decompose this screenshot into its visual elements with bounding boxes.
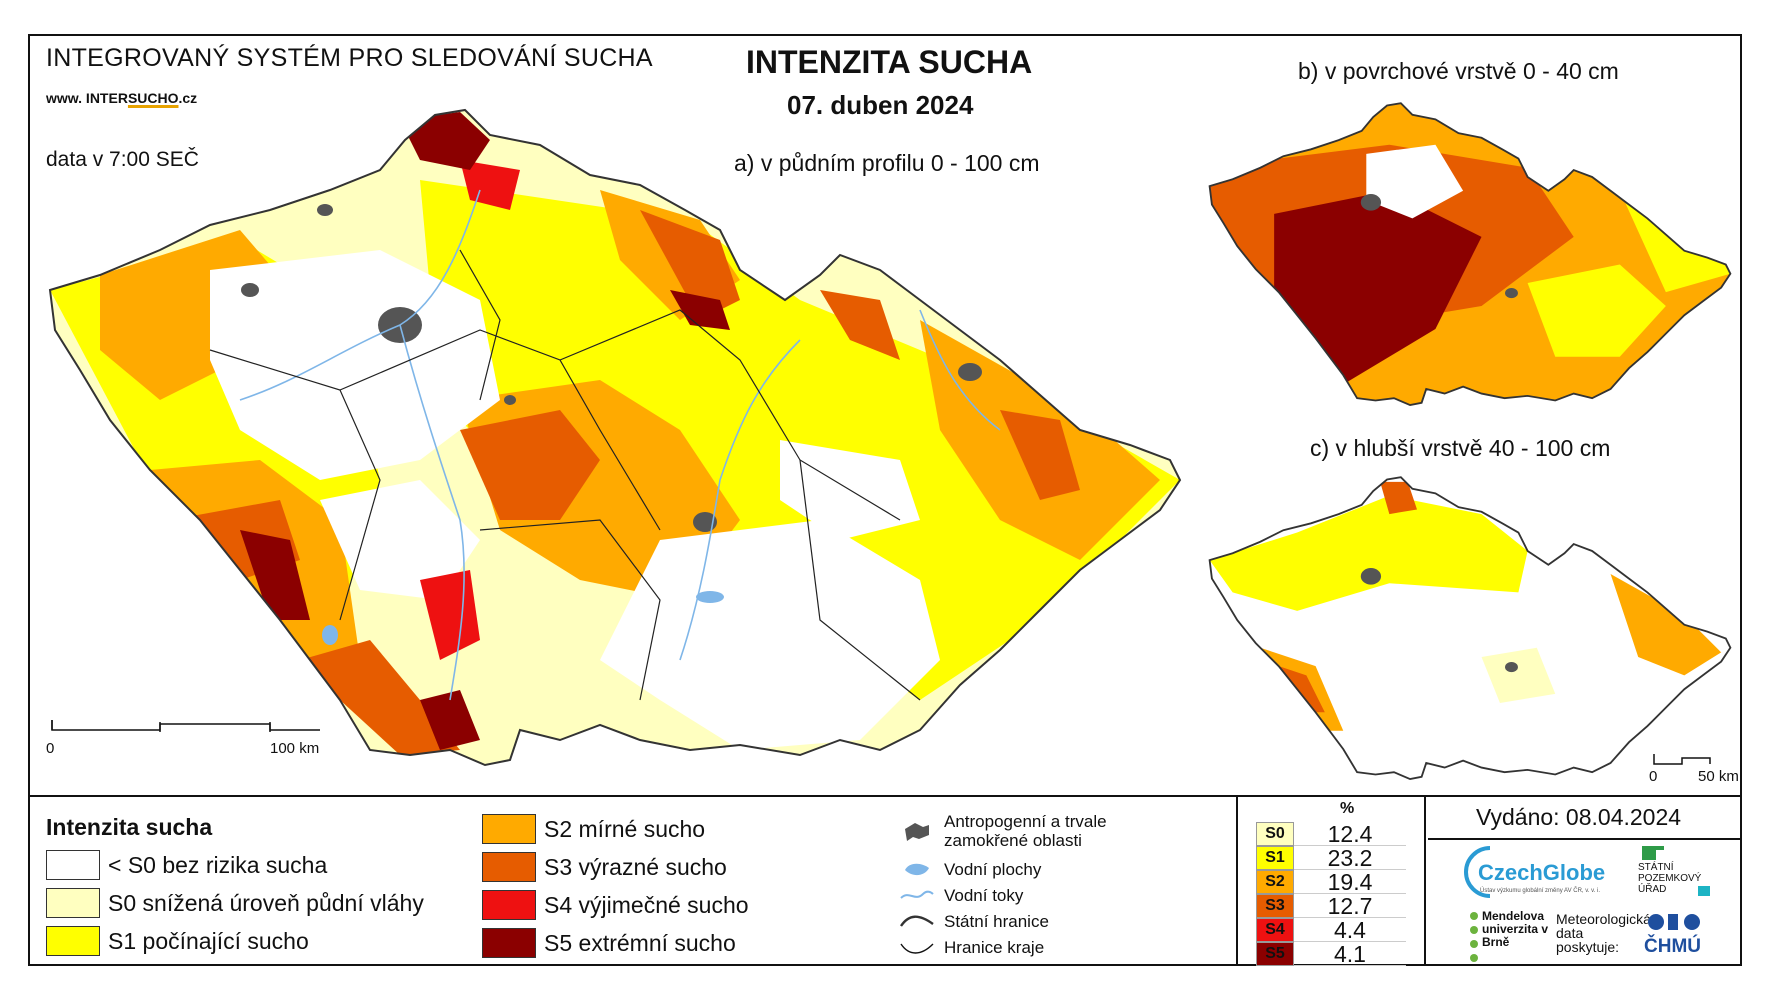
website-url[interactable]: www. INTERSUCHO.cz — [46, 90, 197, 106]
url-suffix: .cz — [178, 90, 198, 106]
main-scale-end: 100 km — [270, 740, 320, 757]
url-highlight: SUCHO — [127, 90, 179, 106]
legend-water-body: Vodní plochy — [898, 858, 1041, 880]
main-drought-map — [48, 108, 1182, 767]
chmu-logo: ČHMÚ — [1644, 936, 1701, 957]
page-date: 07. duben 2024 — [787, 90, 974, 120]
percentage-row: S3 12.7 — [1256, 894, 1406, 918]
legend-river: Vodní toky — [898, 884, 1023, 906]
legend-urban: Antropogenní a trvale zamokřené oblasti — [898, 812, 1158, 850]
page-title: INTENZITA SUCHA — [746, 44, 1033, 80]
legend-water-label: Vodní plochy — [944, 859, 1042, 879]
legend-item-s3: S3 výrazné sucho — [482, 852, 727, 882]
legend-item-s2: S2 mírné sucho — [482, 814, 705, 844]
percentage-row: S4 4.4 — [1256, 918, 1406, 942]
urban-area-icon — [898, 820, 936, 842]
spu-logo: STÁTNÍ POZEMKOVÝ ÚŘAD — [1638, 862, 1702, 895]
legend-label: S5 extrémní sucho — [544, 929, 736, 956]
spu-logo-icon — [1642, 846, 1710, 896]
percentage-value: 23.2 — [1294, 846, 1406, 870]
legend-swatch — [482, 852, 536, 882]
percentage-value: 12.4 — [1294, 822, 1406, 846]
legend-swatch — [46, 850, 100, 880]
percentage-row: S0 12.4 — [1256, 822, 1406, 846]
inset-scale-start: 0 — [1649, 768, 1658, 785]
percentage-class: S3 — [1256, 894, 1294, 918]
percentage-row: S5 4.1 — [1256, 942, 1406, 966]
legend-label: S1 počínající sucho — [108, 927, 309, 954]
percentage-row: S1 23.2 — [1256, 846, 1406, 870]
legend-swatch — [46, 888, 100, 918]
legend-item-s0: S0 snížená úroveň půdní vláhy — [46, 888, 424, 918]
mendel-logo-icon — [1470, 912, 1478, 962]
system-name: INTEGROVANÝ SYSTÉM PRO SLEDOVÁNÍ SUCHA — [46, 44, 653, 72]
legend-item-s0-none: < S0 bez rizika sucha — [46, 850, 327, 880]
mendel-logo: Mendelova univerzita v Brně — [1482, 909, 1549, 949]
legend-swatch — [482, 890, 536, 920]
issued-date: Vydáno: 08.04.2024 — [1476, 804, 1682, 830]
main-map-subtitle: a) v půdním profilu 0 - 100 cm — [734, 150, 1040, 176]
legend-title: Intenzita sucha — [46, 814, 213, 840]
legend-label: S2 mírné sucho — [544, 815, 706, 842]
main-scale-bar — [51, 720, 320, 732]
czechglobe-logo-icon — [1464, 846, 1491, 898]
inset-scale-end: 50 km — [1698, 768, 1739, 785]
inset-scale-bar — [1653, 754, 1711, 765]
chmu-logo-icon — [1648, 914, 1700, 930]
legend-region-border: Hranice kraje — [898, 936, 1044, 958]
percentage-value: 4.1 — [1294, 942, 1406, 966]
percentage-class: S2 — [1256, 870, 1294, 894]
water-body-icon — [898, 858, 936, 880]
legend-panel — [28, 795, 1742, 966]
legend-label: S3 výrazné sucho — [544, 853, 727, 880]
legend-swatch — [482, 814, 536, 844]
legend-swatch — [46, 926, 100, 956]
legend-item-s1: S1 počínající sucho — [46, 926, 309, 956]
percentage-class: S4 — [1256, 918, 1294, 942]
legend-state-border-label: Státní hranice — [944, 911, 1049, 931]
percentage-value: 12.7 — [1294, 894, 1406, 918]
legend-swatch — [482, 928, 536, 958]
percentage-value: 4.4 — [1294, 918, 1406, 942]
percentage-class: S5 — [1256, 942, 1294, 966]
legend-state-border: Státní hranice — [898, 910, 1049, 932]
deep-map-subtitle: c) v hlubší vrstvě 40 - 100 cm — [1310, 435, 1611, 461]
river-icon — [898, 884, 936, 906]
legend-urban-label: Antropogenní a trvale zamokřené oblasti — [944, 812, 1107, 850]
region-border-icon — [898, 936, 936, 958]
percentage-class: S0 — [1256, 822, 1294, 846]
percentage-header: % — [1340, 800, 1355, 817]
issued-divider — [1428, 838, 1742, 840]
legend-river-label: Vodní toky — [944, 885, 1024, 905]
percentage-row: S2 19.4 — [1256, 870, 1406, 894]
percentage-table — [1236, 795, 1426, 966]
legend-label: < S0 bez rizika sucha — [108, 851, 328, 878]
main-scale-start: 0 — [46, 740, 55, 757]
state-border-icon — [898, 910, 936, 932]
surface-map-subtitle: b) v povrchové vrstvě 0 - 40 cm — [1298, 58, 1619, 84]
legend-item-s4: S4 výjimečné sucho — [482, 890, 749, 920]
deep-drought-map — [1208, 476, 1732, 781]
surface-drought-map — [1208, 102, 1732, 407]
legend-label: S0 snížená úroveň půdní vláhy — [108, 889, 424, 916]
percentage-value: 19.4 — [1294, 870, 1406, 894]
meteo-provider-text: Meteorologická data poskytuje: — [1556, 911, 1651, 955]
legend-label: S4 výjimečné sucho — [544, 891, 749, 918]
url-prefix: www. INTER — [46, 90, 128, 106]
legend-region-border-label: Hranice kraje — [944, 937, 1045, 957]
czechglobe-logo: CzechGlobe — [1478, 860, 1606, 885]
percentage-class: S1 — [1256, 846, 1294, 870]
legend-item-s5: S5 extrémní sucho — [482, 928, 736, 958]
data-time: data v 7:00 SEČ — [46, 148, 199, 171]
czechglobe-subtitle: Ústav výzkumu globální změny AV ČR, v. v… — [1480, 888, 1601, 894]
